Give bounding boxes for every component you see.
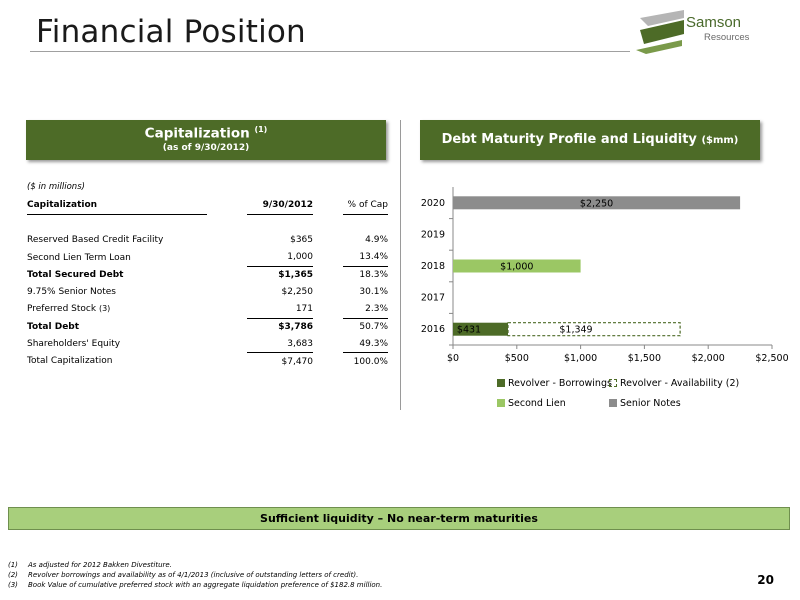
row-pct: 30.1% (359, 287, 388, 298)
legend-item-revolver-borrowings: Revolver - Borrowings (497, 378, 612, 389)
cap-header-sub: (as of 9/30/2012) (162, 142, 250, 153)
table-row: Total Capitalization $7,470 100.0% (27, 353, 388, 370)
legend-item-second-lien: Second Lien (497, 398, 566, 409)
row-label: Shareholders' Equity (27, 339, 121, 350)
row-value: $3,786 (278, 321, 313, 332)
bar-revolver-availability-2016 (507, 322, 681, 337)
legend-label: Senior Notes (620, 398, 681, 409)
legend-swatch (609, 399, 617, 407)
y-tick-label: 2019 (421, 229, 445, 240)
y-tick-label: 2020 (421, 198, 445, 209)
data-label: $431 (457, 325, 481, 336)
legend-label: Revolver - Availability (620, 378, 723, 389)
row-label: Total Capitalization (27, 356, 113, 367)
debt-header: Debt Maturity Profile and Liquidity ($mm… (420, 120, 760, 160)
row-label: 9.75% Senior Notes (27, 287, 116, 298)
row-pct: 50.7% (359, 321, 388, 332)
y-tick-label: 2016 (421, 324, 445, 335)
footnotes: (1) As adjusted for 2012 Bakken Divestitu… (8, 560, 382, 590)
debt-header-title: Debt Maturity Profile and Liquidity (441, 132, 697, 147)
footnote: (1) As adjusted for 2012 Bakken Divestitu… (8, 561, 172, 569)
col-header-capitalization: Capitalization (27, 197, 207, 215)
page-number: 20 (757, 573, 774, 587)
x-tick-label: $0 (447, 353, 459, 364)
x-tick-label: $2,500 (755, 353, 788, 364)
capitalization-table: Capitalization 9/30/2012 % of Cap Reserv… (27, 197, 388, 370)
bar-senior-notes-2020 (453, 196, 741, 210)
debt-maturity-chart: 2016 2017 2018 2019 2020 $0 $500 $1,000 $1,500 $2… (421, 187, 789, 364)
legend-label: Revolver - Borrowings (508, 378, 612, 389)
x-tick-label: $2,000 (692, 353, 725, 364)
debt-header-units: ($mm) (701, 135, 739, 146)
row-value: 1,000 (287, 252, 313, 263)
brand-name: Samson (686, 14, 742, 31)
units-label: ($ in millions) (27, 182, 85, 192)
legend-swatch (609, 379, 617, 387)
legend-swatch (497, 379, 505, 387)
row-value: 3,683 (287, 338, 313, 349)
data-label: $1,000 (500, 262, 533, 273)
row-label: Reserved Based Credit Facility (27, 235, 164, 246)
col-header-pct: % of Cap (343, 197, 388, 215)
table-row: Second Lien Term Loan 1,000 13.4% (27, 248, 388, 267)
x-tick-label: $500 (505, 353, 529, 364)
footnote: (3) Book Value of cumulative preferred st… (8, 581, 383, 589)
row-value: $7,470 (281, 356, 314, 367)
row-pct: 49.3% (359, 338, 388, 349)
row-value: $2,250 (281, 287, 314, 298)
bar-revolver-borrowings-2016 (453, 322, 508, 336)
x-tick-label: $1,500 (628, 353, 661, 364)
row-note: (3) (98, 304, 111, 314)
legend-item-senior-notes: Senior Notes (609, 398, 681, 409)
table-row: Total Debt $3,786 50.7% (27, 318, 388, 335)
legend-swatch (497, 399, 505, 407)
cap-header-note: (1) (254, 125, 268, 134)
table-row: Reserved Based Credit Facility $365 4.9% (27, 232, 388, 249)
brand-sub: Resources (704, 32, 750, 43)
row-pct: 18.3% (359, 270, 388, 281)
table-row: Total Secured Debt $1,365 18.3% (27, 266, 388, 283)
table-header-row: Capitalization 9/30/2012 % of Cap (27, 197, 388, 215)
row-value: 171 (295, 304, 313, 315)
data-label: $2,250 (580, 198, 613, 209)
table-row: Preferred Stock (3) 171 2.3% (27, 300, 388, 319)
capitalization-header: Capitalization (1) (as of 9/30/2012) (26, 120, 386, 160)
y-tick-label: 2018 (421, 261, 445, 272)
title-rule (30, 51, 630, 52)
row-label: Total Secured Debt (27, 269, 124, 280)
page-title: Financial Position (36, 14, 306, 50)
col-header-date: 9/30/2012 (247, 197, 313, 215)
bar-second-lien-2018 (453, 259, 581, 273)
section-divider (400, 120, 401, 410)
row-label: Preferred Stock (27, 304, 97, 315)
data-label: $1,349 (559, 325, 592, 336)
row-pct: 100.0% (353, 356, 388, 367)
footnote: (2) Revolver borrowings and availability … (8, 571, 359, 579)
cap-header-title: Capitalization (144, 125, 250, 142)
table-row: Shareholders' Equity 3,683 49.3% (27, 335, 388, 354)
liquidity-banner: Sufficient liquidity – No near-term matu… (8, 507, 790, 530)
legend-note: (2) (725, 378, 740, 389)
table-row: 9.75% Senior Notes $2,250 30.1% (27, 283, 388, 300)
x-tick-label: $1,000 (564, 353, 597, 364)
legend-label: Second Lien (508, 398, 566, 409)
row-value: $365 (290, 235, 313, 246)
row-label: Second Lien Term Loan (27, 252, 131, 263)
row-label: Total Debt (27, 321, 80, 332)
legend-item-revolver-availability: Revolver - Availability (2) (609, 378, 739, 389)
row-pct: 2.3% (365, 304, 388, 315)
samson-logo-icon (636, 10, 684, 54)
row-value: $1,365 (278, 270, 313, 281)
y-tick-label: 2017 (421, 293, 445, 304)
row-pct: 13.4% (359, 252, 388, 263)
row-pct: 4.9% (365, 235, 388, 246)
